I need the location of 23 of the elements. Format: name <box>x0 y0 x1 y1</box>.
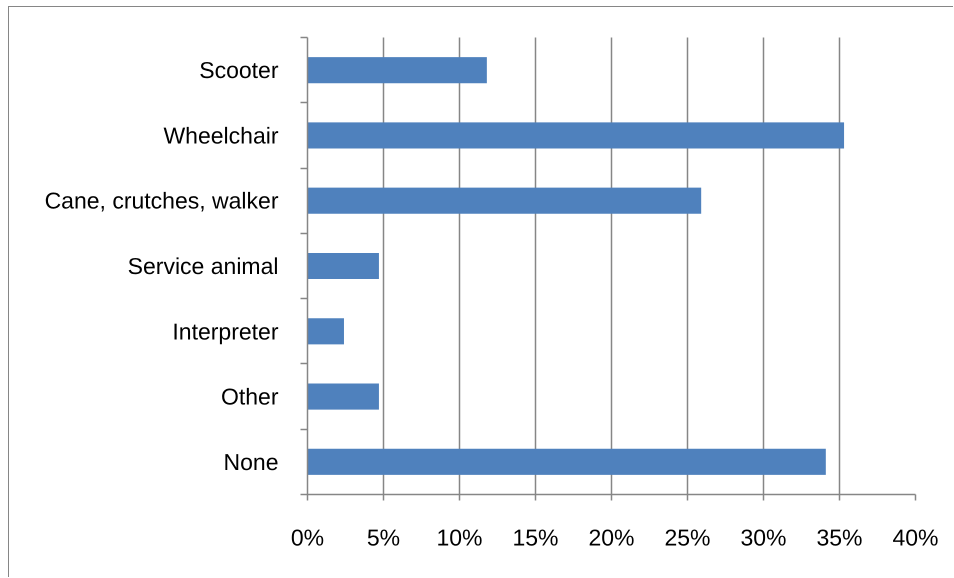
y-tick-label: None <box>224 448 278 475</box>
x-tick-label: 25% <box>664 524 711 550</box>
bar <box>308 384 379 410</box>
y-tick-label: Cane, crutches, walker <box>44 188 279 214</box>
bar <box>308 318 344 344</box>
x-tick-label: 10% <box>436 524 483 550</box>
y-tick-label: Wheelchair <box>163 122 279 148</box>
y-tick-label: Interpreter <box>172 318 279 344</box>
bar <box>308 57 487 84</box>
x-tick-label: 40% <box>892 524 939 550</box>
x-tick-label: 35% <box>816 524 863 550</box>
x-tick-label: 20% <box>588 524 635 550</box>
x-tick-label: 0% <box>290 524 324 550</box>
y-tick-label: Scooter <box>199 57 279 84</box>
x-tick-label: 5% <box>366 524 400 550</box>
bar <box>308 188 702 214</box>
x-tick-label: 30% <box>740 524 787 550</box>
y-tick-label: Other <box>220 384 279 410</box>
bar <box>308 448 826 475</box>
x-tick-label: 15% <box>512 524 559 550</box>
bar <box>308 122 844 148</box>
bar <box>308 252 379 280</box>
y-tick-label: Service animal <box>128 253 279 279</box>
